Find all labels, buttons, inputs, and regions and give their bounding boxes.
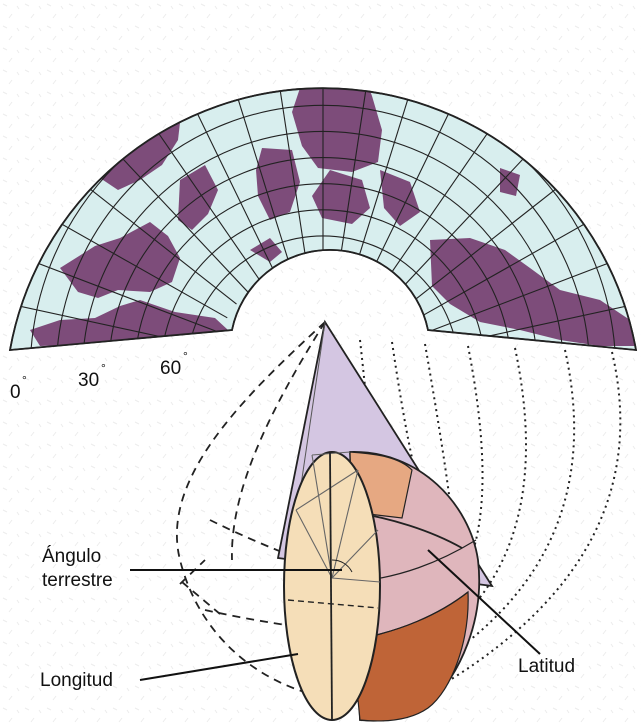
angle-label-group: Ángulo terrestre	[42, 546, 342, 591]
projection-arc	[477, 347, 527, 601]
angle-label-line1: Ángulo	[42, 546, 101, 567]
meridian-line	[338, 88, 376, 264]
meridian-line	[355, 88, 427, 268]
lon-label-30-degree: °	[101, 361, 106, 375]
lon-label-0: 0	[10, 382, 21, 403]
latitude-leader-line	[427, 549, 541, 655]
angle-label-line2: terrestre	[42, 570, 113, 591]
projection-arc	[424, 343, 453, 521]
meridian-line	[270, 88, 308, 264]
lon-label-30: 30	[78, 370, 99, 391]
longitude-label: Longitud	[40, 670, 113, 691]
projection-arc	[391, 341, 421, 491]
longitude-label-group: Longitud	[40, 653, 299, 691]
parallel-line	[134, 183, 512, 350]
lon-label-60: 60	[160, 358, 181, 379]
longitude-leader-line	[139, 653, 299, 681]
parallel-line	[55, 104, 591, 350]
parallel-line	[81, 130, 565, 350]
lon-label-60-degree: °	[183, 349, 188, 363]
parallel-line	[108, 157, 538, 350]
parallel-line	[186, 235, 460, 350]
lon-label-0-degree: °	[22, 373, 27, 387]
meridian-line	[219, 88, 291, 268]
latitude-label: Latitud	[518, 656, 575, 677]
projection-arc	[449, 351, 622, 681]
globe-segment	[283, 451, 480, 722]
projection-arc	[467, 345, 484, 561]
longitude-tick-labels: 0 ° 30 ° 60 °	[10, 349, 188, 403]
map-outline	[8, 87, 638, 352]
latitude-label-group: Latitud	[427, 549, 575, 677]
parallel-line	[160, 209, 486, 350]
